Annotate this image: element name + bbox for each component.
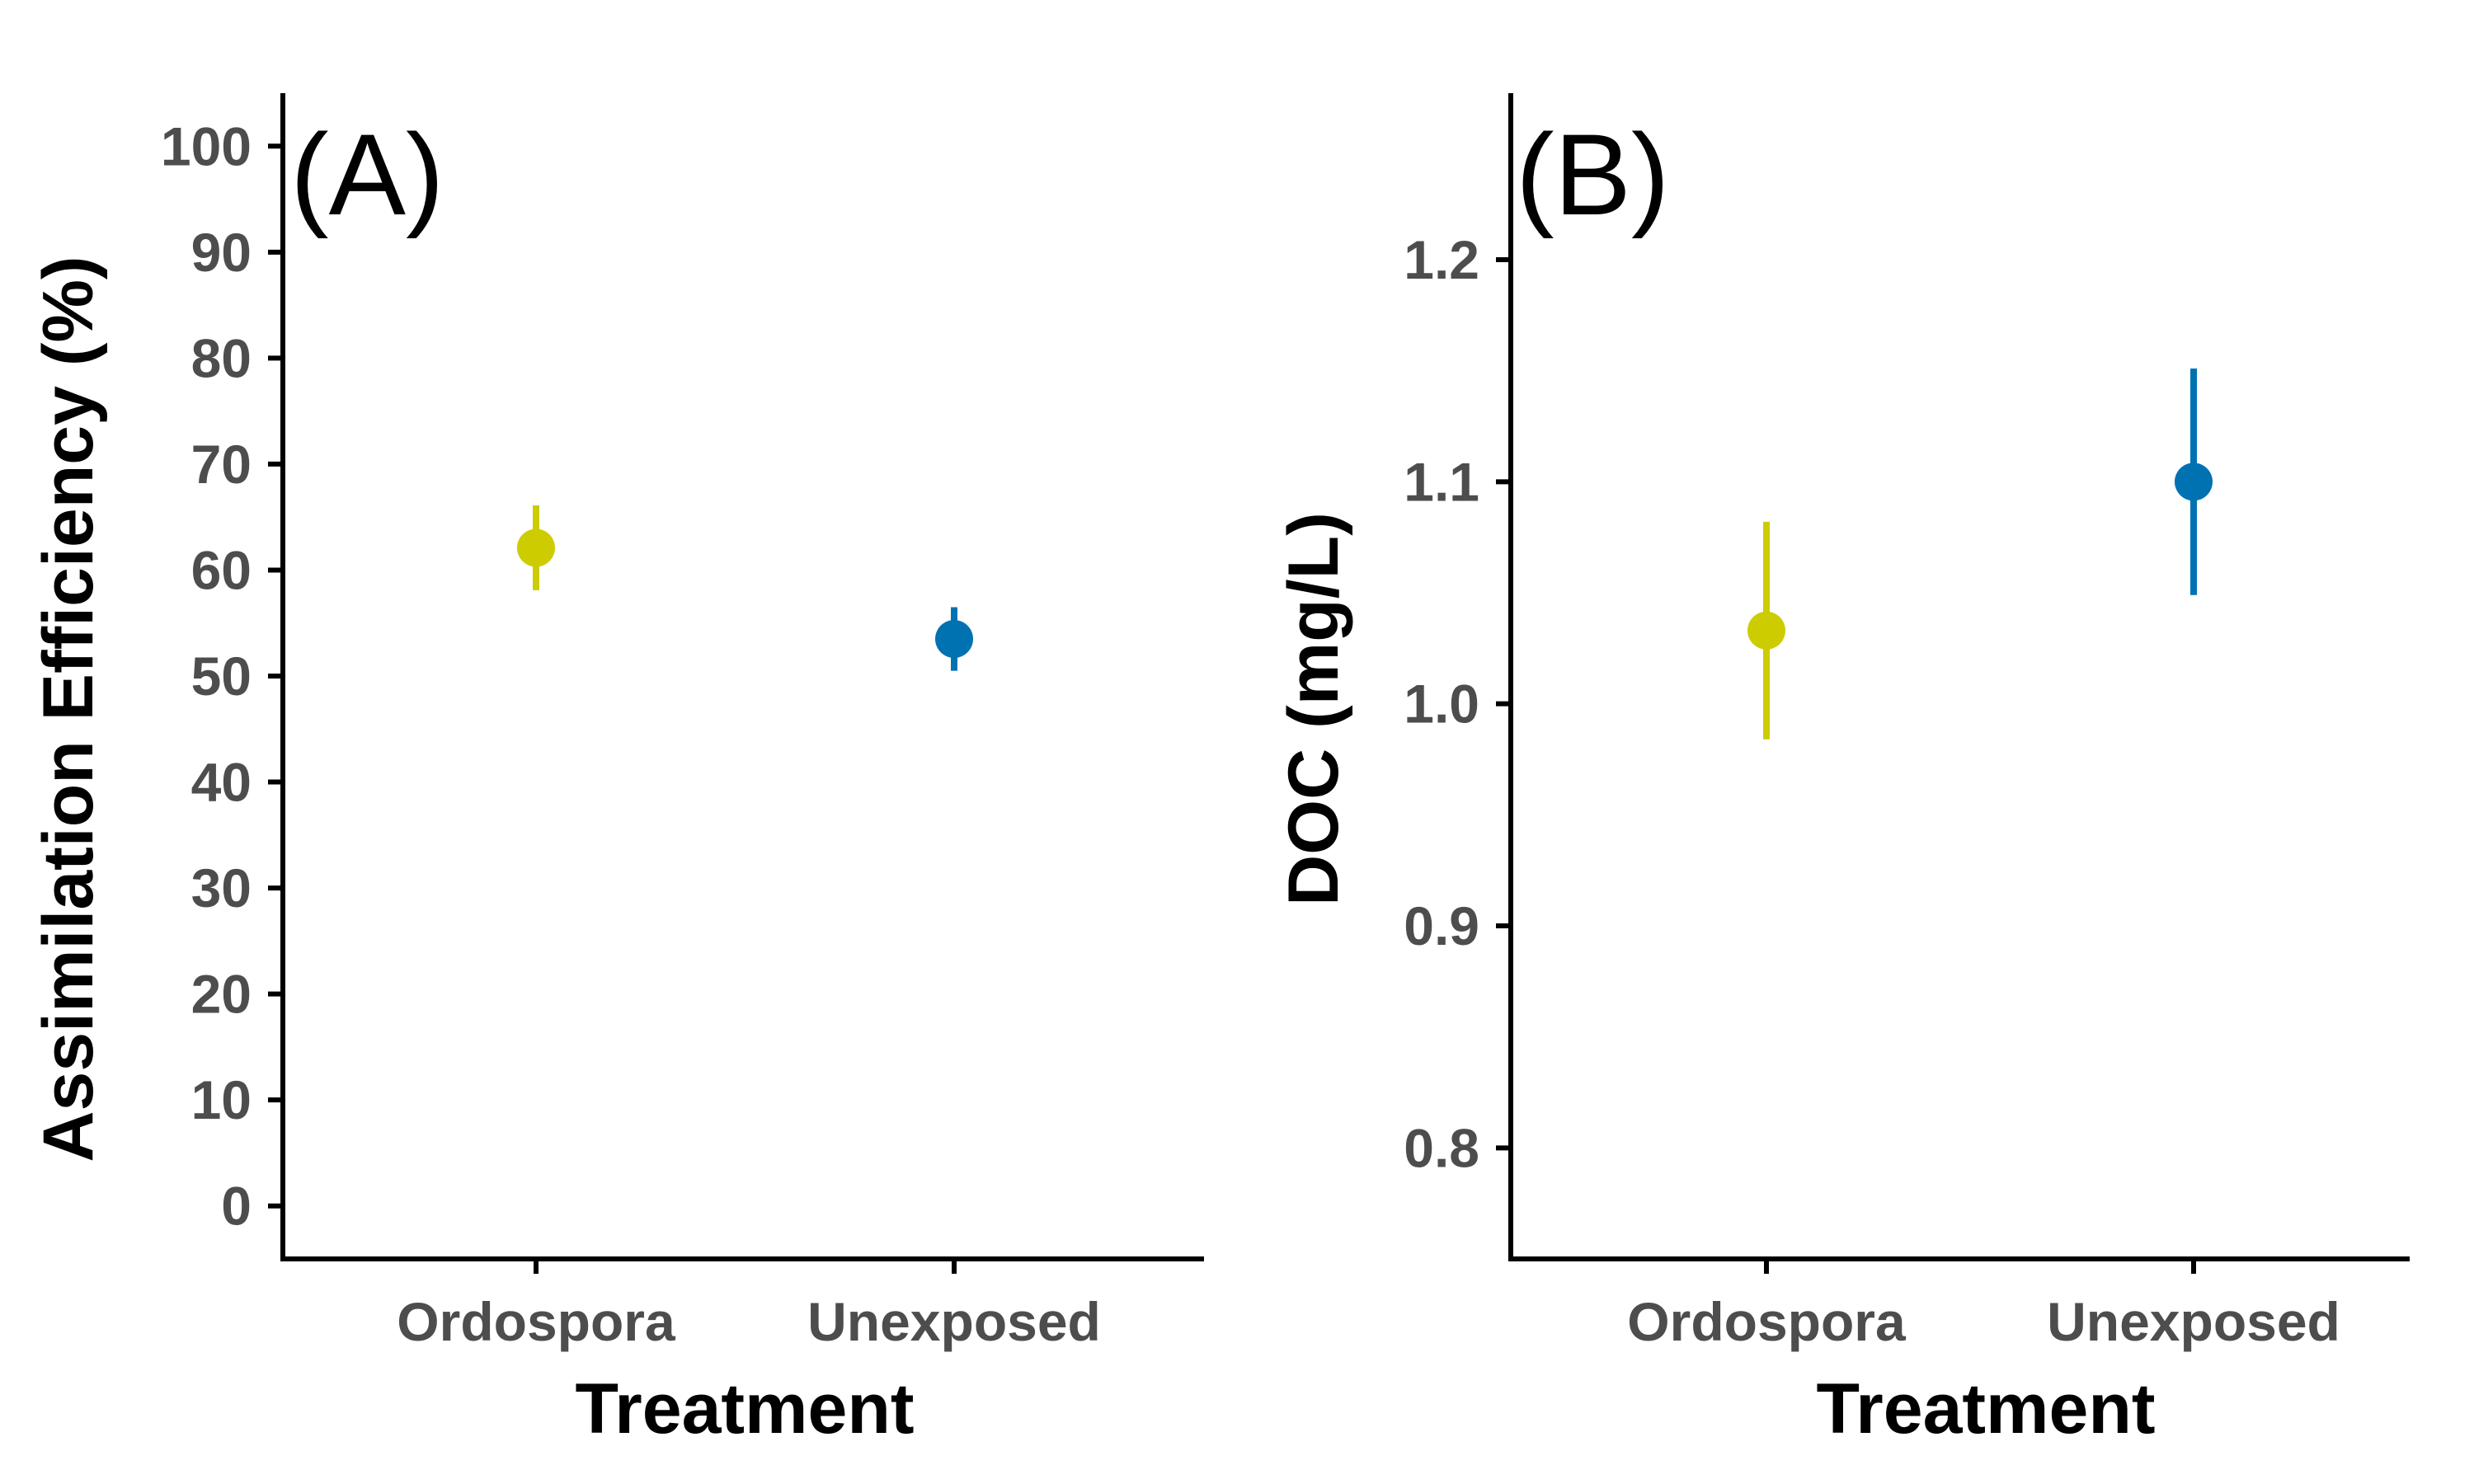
- mean-point: [1747, 611, 1785, 650]
- mean-point: [935, 620, 973, 659]
- panel-label: (A): [290, 110, 444, 239]
- panel-b: 0.8 0.9 1.0 1.1 1.2 Ordospora Unexposed Treatme…: [1274, 93, 2410, 1449]
- y-tick-label: 30: [191, 857, 252, 918]
- y-axis-title: Assimilation Efficiency (%): [29, 256, 108, 1162]
- y-tick-label: 90: [191, 222, 252, 283]
- y-tick-label: 60: [191, 539, 252, 600]
- mean-point: [517, 528, 555, 567]
- y-tick-label: 50: [191, 646, 252, 707]
- y-tick-label: 100: [161, 115, 252, 176]
- y-axis-title: DOC (mg/L): [1274, 512, 1353, 906]
- x-tick-label: Unexposed: [2047, 1291, 2340, 1352]
- y-tick-label: 80: [191, 327, 252, 388]
- x-axis-title: Treatment: [575, 1369, 914, 1449]
- panel-a: 0 10 20 30 40 50 60 70 80 90 100 Ordospora Unexposed…: [29, 93, 1204, 1449]
- y-tick-label: 1.1: [1404, 451, 1479, 512]
- y-tick-label: 0.9: [1404, 895, 1479, 956]
- x-tick-label: Unexposed: [807, 1291, 1101, 1352]
- y-tick-label: 0.8: [1404, 1117, 1479, 1178]
- panel-label: (B): [1516, 110, 1670, 239]
- y-tick-label: 40: [191, 752, 252, 813]
- x-tick-label: Ordospora: [1627, 1291, 1907, 1352]
- x-tick-label: Ordospora: [397, 1291, 676, 1352]
- mean-point: [2175, 463, 2213, 501]
- y-tick-label: 10: [191, 1069, 252, 1130]
- y-tick-label: 0: [221, 1176, 252, 1237]
- y-tick-label: 1.2: [1404, 229, 1479, 290]
- x-axis-title: Treatment: [1816, 1369, 2155, 1449]
- y-tick-label: 1.0: [1404, 674, 1479, 735]
- y-tick-label: 70: [191, 434, 252, 495]
- y-tick-label: 20: [191, 964, 252, 1025]
